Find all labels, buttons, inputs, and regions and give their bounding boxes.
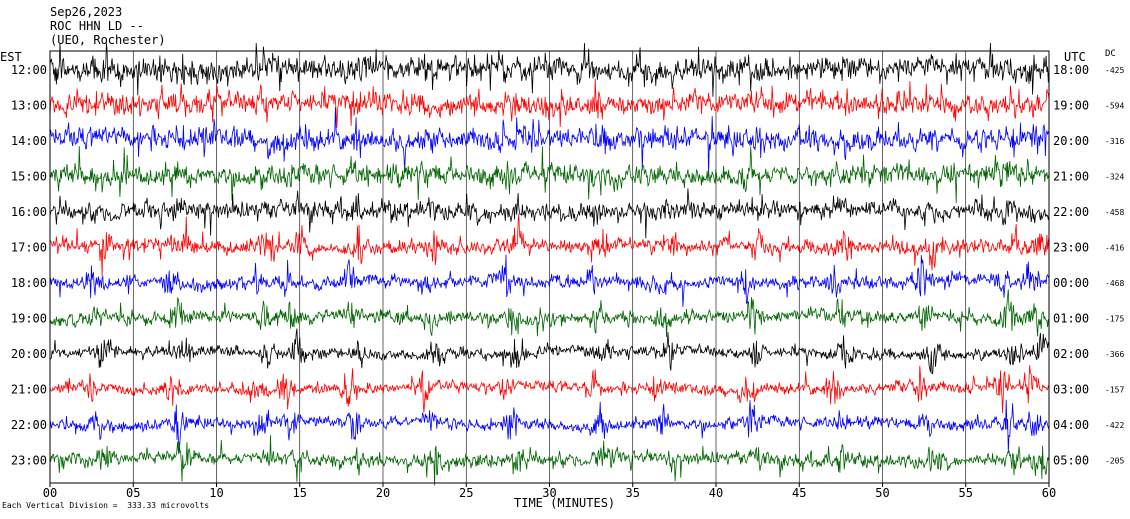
- x-tick-label: 15: [293, 486, 307, 500]
- row-label-utc: 00:00: [1053, 276, 1089, 290]
- row-label-local: 21:00: [11, 383, 47, 397]
- trace-line-1800: [49, 254, 1050, 307]
- trace-line-2300: [49, 435, 1050, 486]
- row-label-local: 16:00: [11, 205, 47, 219]
- row-label-utc: 03:00: [1053, 383, 1089, 397]
- dc-column-label: DC: [1105, 49, 1116, 59]
- row-dc-offset: -594: [1105, 102, 1124, 111]
- row-label-utc: 20:00: [1053, 134, 1089, 148]
- row-label-utc: 23:00: [1053, 241, 1089, 255]
- row-dc-offset: -416: [1105, 244, 1124, 253]
- x-tick-label: 55: [959, 486, 973, 500]
- header-network: (UEO, Rochester): [50, 33, 166, 47]
- trace-line-2000: [49, 328, 1050, 375]
- row-label-utc: 19:00: [1053, 99, 1089, 113]
- grid-layer: [49, 51, 1050, 487]
- row-label-utc: 05:00: [1053, 454, 1089, 468]
- vertical-scale-footnote: Each Vertical Division = 333.33 microvol…: [2, 501, 210, 510]
- x-tick-label: 60: [1042, 486, 1056, 500]
- row-label-local: 17:00: [11, 241, 47, 255]
- x-tick-label: 10: [209, 486, 223, 500]
- row-label-utc: 22:00: [1053, 205, 1089, 219]
- row-label-utc: 04:00: [1053, 418, 1089, 432]
- row-dc-offset: -316: [1105, 137, 1124, 146]
- row-dc-offset: -324: [1105, 173, 1124, 182]
- row-label-local: 22:00: [11, 418, 47, 432]
- row-dc-offset: -205: [1105, 457, 1124, 466]
- trace-line-2100: [49, 365, 1050, 414]
- trace-line-1300: [49, 78, 1050, 128]
- row-label-local: 20:00: [11, 347, 47, 361]
- x-tick-label: 50: [875, 486, 889, 500]
- x-tick-label: 25: [459, 486, 473, 500]
- row-label-local: 13:00: [11, 99, 47, 113]
- row-label-local: 12:00: [11, 63, 47, 77]
- left-timezone-label: EST: [0, 50, 22, 64]
- label-layer: 00 05 10 15 20 25 30 35 40 45 50 55 60 12:00 18:00 -425…: [11, 63, 1125, 500]
- row-label-utc: 02:00: [1053, 347, 1089, 361]
- row-label-local: 19:00: [11, 312, 47, 326]
- x-tick-label: 00: [43, 486, 57, 500]
- trace-line-1600: [49, 188, 1050, 239]
- x-tick-label: 05: [126, 486, 140, 500]
- right-timezone-label: UTC: [1064, 50, 1086, 64]
- row-dc-offset: -422: [1105, 421, 1124, 430]
- row-dc-offset: -157: [1105, 386, 1124, 395]
- plot-frame: [49, 50, 1050, 484]
- row-label-local: 15:00: [11, 170, 47, 184]
- row-label-utc: 01:00: [1053, 312, 1089, 326]
- trace-line-1200: [49, 42, 1050, 97]
- header-date: Sep26,2023: [50, 5, 123, 19]
- row-dc-offset: -425: [1105, 66, 1124, 75]
- x-tick-label: 20: [376, 486, 390, 500]
- trace-line-1400: [49, 107, 1050, 176]
- x-tick-label: 35: [626, 486, 640, 500]
- x-tick-label: 30: [542, 486, 556, 500]
- x-tick-label: 45: [792, 486, 806, 500]
- x-axis-title: TIME (MINUTES): [514, 496, 616, 510]
- row-label-utc: 21:00: [1053, 170, 1089, 184]
- x-tick-label: 40: [709, 486, 723, 500]
- trace-line-1900: [49, 289, 1050, 338]
- header-station: ROC HHN LD --: [50, 19, 144, 33]
- row-dc-offset: -175: [1105, 315, 1124, 324]
- trace-line-1500: [49, 146, 1050, 204]
- row-label-utc: 18:00: [1053, 63, 1089, 77]
- row-label-local: 18:00: [11, 276, 47, 290]
- row-dc-offset: -458: [1105, 208, 1124, 217]
- row-dc-offset: -366: [1105, 350, 1124, 359]
- row-label-local: 14:00: [11, 134, 47, 148]
- row-label-local: 23:00: [11, 454, 47, 468]
- trace-line-2200: [49, 399, 1050, 454]
- trace-line-1700: [49, 213, 1050, 277]
- row-dc-offset: -468: [1105, 279, 1124, 288]
- trace-layer: [49, 42, 1050, 486]
